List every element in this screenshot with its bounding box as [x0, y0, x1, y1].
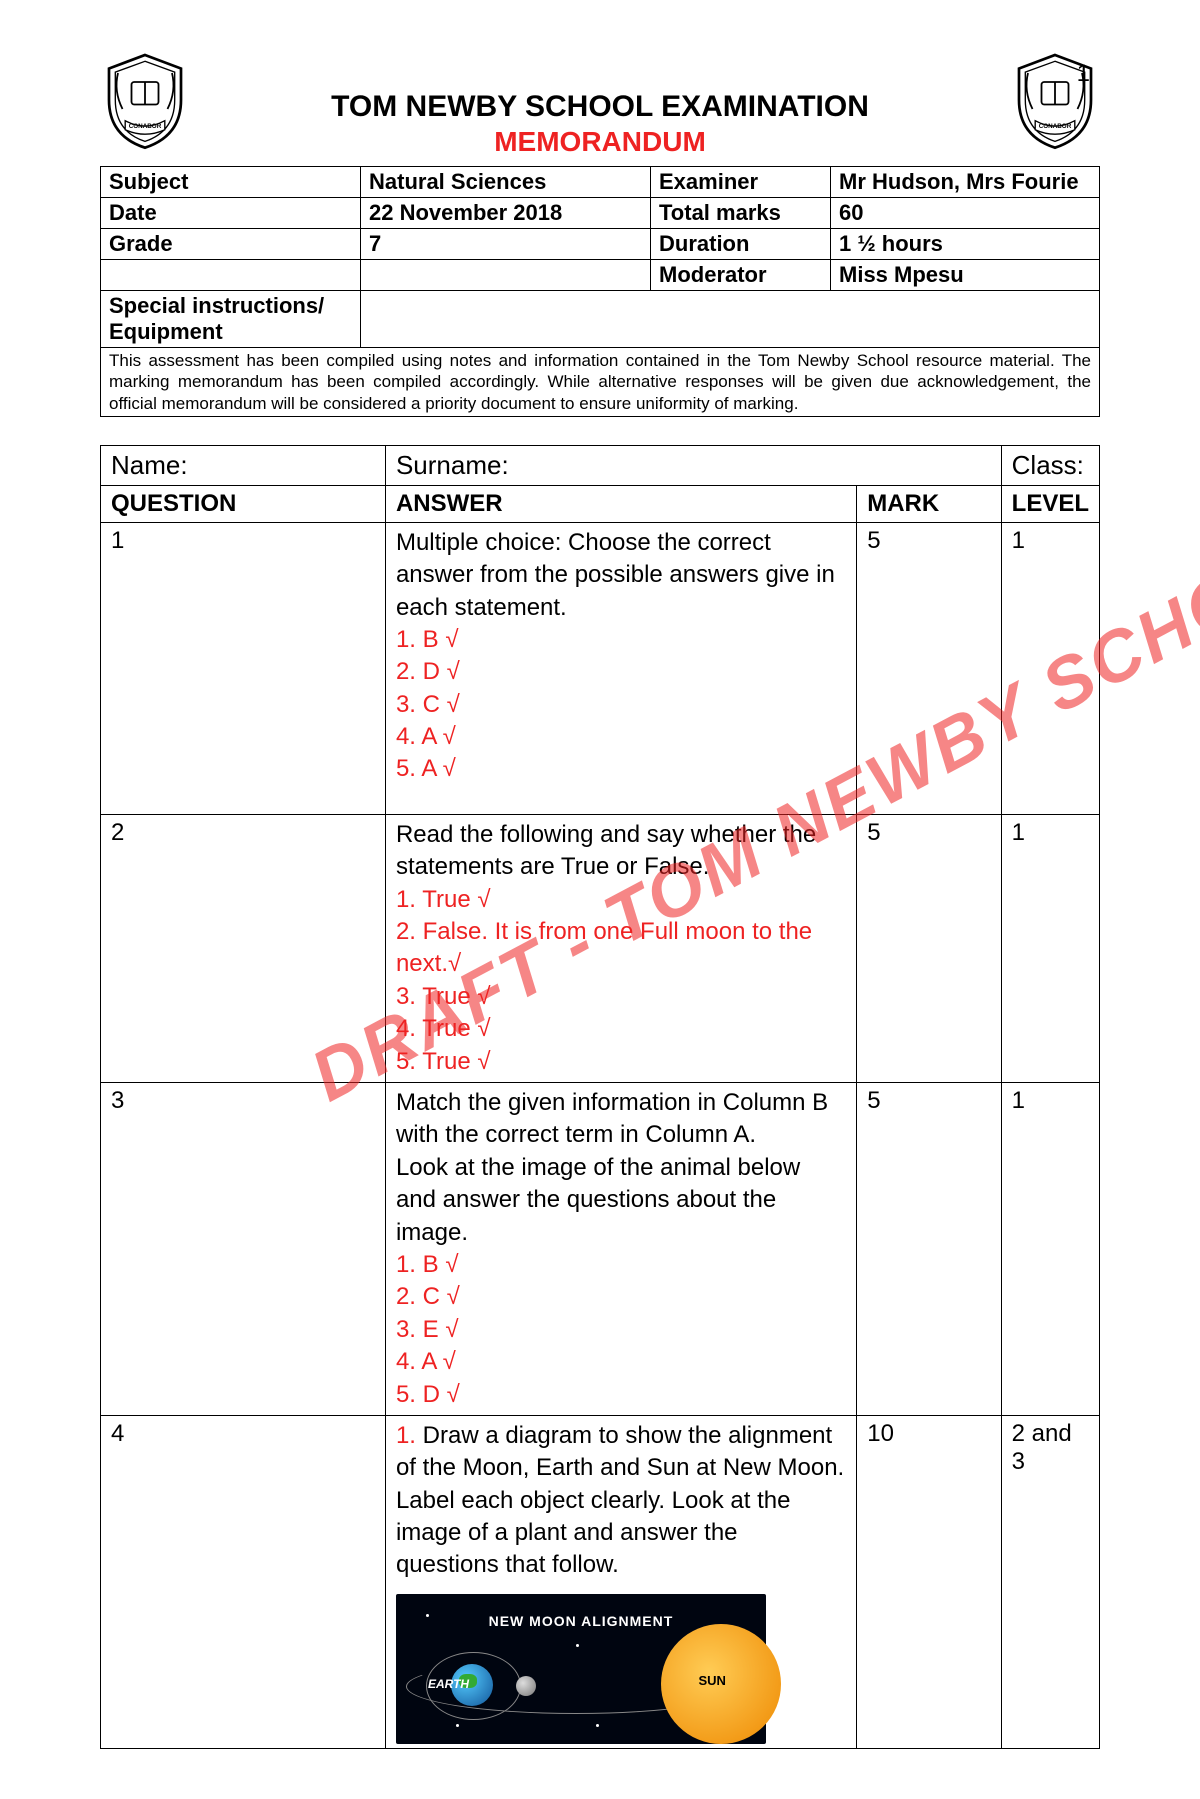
- value-duration: 1 ½ hours: [831, 229, 1100, 260]
- value-subject: Natural Sciences: [361, 167, 651, 198]
- value-total-marks: 60: [831, 198, 1100, 229]
- col-level: LEVEL: [1001, 485, 1099, 522]
- answer-item: 2. D √: [396, 656, 846, 688]
- question-intro: Match the given information in Column B …: [396, 1087, 846, 1249]
- question-intro: 1. Draw a diagram to show the alignment …: [396, 1420, 846, 1582]
- mark-cell: 5: [857, 1083, 1001, 1416]
- page-number: 1: [1077, 60, 1090, 88]
- answer-item: 1. True √: [396, 884, 846, 916]
- col-answer: ANSWER: [385, 485, 856, 522]
- label-duration: Duration: [651, 229, 831, 260]
- answer-item: 2. False. It is from one Full moon to th…: [396, 916, 846, 981]
- answer-item: 4. True √: [396, 1013, 846, 1045]
- question-number: 2: [101, 814, 386, 1082]
- answer-cell: 1. Draw a diagram to show the alignment …: [385, 1415, 856, 1748]
- level-cell: 2 and 3: [1001, 1415, 1099, 1748]
- earth-label: EARTH: [428, 1676, 469, 1692]
- question-row: 2Read the following and say whether the …: [101, 814, 1100, 1082]
- new-moon-diagram: NEW MOON ALIGNMENT SUN EARTH: [396, 1594, 766, 1744]
- answer-item: 5. True √: [396, 1046, 846, 1078]
- col-question: QUESTION: [101, 485, 386, 522]
- memorandum-label: MEMORANDUM: [190, 126, 1010, 158]
- label-special: Special instructions/ Equipment: [101, 291, 361, 348]
- svg-text:CONABOR: CONABOR: [1039, 123, 1072, 130]
- value-examiner: Mr Hudson, Mrs Fourie: [831, 167, 1100, 198]
- question-number: 4: [101, 1415, 386, 1748]
- answer-cell: Match the given information in Column B …: [385, 1083, 856, 1416]
- answer-item: 5. A √: [396, 753, 846, 785]
- question-row: 1Multiple choice: Choose the correct ans…: [101, 522, 1100, 814]
- level-cell: 1: [1001, 1083, 1099, 1416]
- svg-text:CONABOR: CONABOR: [129, 123, 162, 130]
- mark-cell: 5: [857, 522, 1001, 814]
- sun-label: SUN: [699, 1672, 726, 1690]
- question-intro: Read the following and say whether the s…: [396, 819, 846, 884]
- label-grade: Grade: [101, 229, 361, 260]
- page: 1 CONABOR TOM NEWBY SCHOOL EXAMINATION M…: [0, 0, 1200, 1799]
- answer-item: 4. A √: [396, 721, 846, 753]
- header: CONABOR TOM NEWBY SCHOOL EXAMINATION MEM…: [100, 50, 1100, 158]
- answer-item: 3. E √: [396, 1314, 846, 1346]
- label-total-marks: Total marks: [651, 198, 831, 229]
- answer-cell: Read the following and say whether the s…: [385, 814, 856, 1082]
- label-moderator: Moderator: [651, 260, 831, 291]
- answer-item: 2. C √: [396, 1281, 846, 1313]
- question-number: 1: [101, 522, 386, 814]
- answer-item: 5. D √: [396, 1379, 846, 1411]
- value-date: 22 November 2018: [361, 198, 651, 229]
- mark-cell: 5: [857, 814, 1001, 1082]
- answer-item: 1. B √: [396, 624, 846, 656]
- empty-cell: [101, 260, 361, 291]
- exam-title: TOM NEWBY SCHOOL EXAMINATION: [190, 90, 1010, 124]
- answer-item: 3. C √: [396, 689, 846, 721]
- col-mark: MARK: [857, 485, 1001, 522]
- answer-item: 4. A √: [396, 1346, 846, 1378]
- level-cell: 1: [1001, 522, 1099, 814]
- answer-item: 3. True √: [396, 981, 846, 1013]
- value-grade: 7: [361, 229, 651, 260]
- moon-icon: [516, 1676, 536, 1696]
- question-number: 3: [101, 1083, 386, 1416]
- title-block: TOM NEWBY SCHOOL EXAMINATION MEMORANDUM: [190, 50, 1010, 158]
- value-special: [361, 291, 1100, 348]
- question-row: 3Match the given information in Column B…: [101, 1083, 1100, 1416]
- label-subject: Subject: [101, 167, 361, 198]
- answers-table: Name: Surname: Class: QUESTION ANSWER MA…: [100, 445, 1100, 1749]
- mark-cell: 10: [857, 1415, 1001, 1748]
- answer-cell: Multiple choice: Choose the correct answ…: [385, 522, 856, 814]
- value-moderator: Miss Mpesu: [831, 260, 1100, 291]
- name-field: Name:: [101, 445, 386, 485]
- diagram-title: NEW MOON ALIGNMENT: [489, 1612, 674, 1631]
- crest-icon-left: CONABOR: [100, 50, 190, 150]
- info-table: Subject Natural Sciences Examiner Mr Hud…: [100, 166, 1100, 348]
- question-intro: Multiple choice: Choose the correct answ…: [396, 527, 846, 624]
- label-examiner: Examiner: [651, 167, 831, 198]
- empty-cell: [361, 260, 651, 291]
- question-row: 41. Draw a diagram to show the alignment…: [101, 1415, 1100, 1748]
- answer-item: 1. B √: [396, 1249, 846, 1281]
- class-field: Class:: [1001, 445, 1099, 485]
- disclaimer-text: This assessment has been compiled using …: [100, 348, 1100, 417]
- label-date: Date: [101, 198, 361, 229]
- level-cell: 1: [1001, 814, 1099, 1082]
- surname-field: Surname:: [385, 445, 1001, 485]
